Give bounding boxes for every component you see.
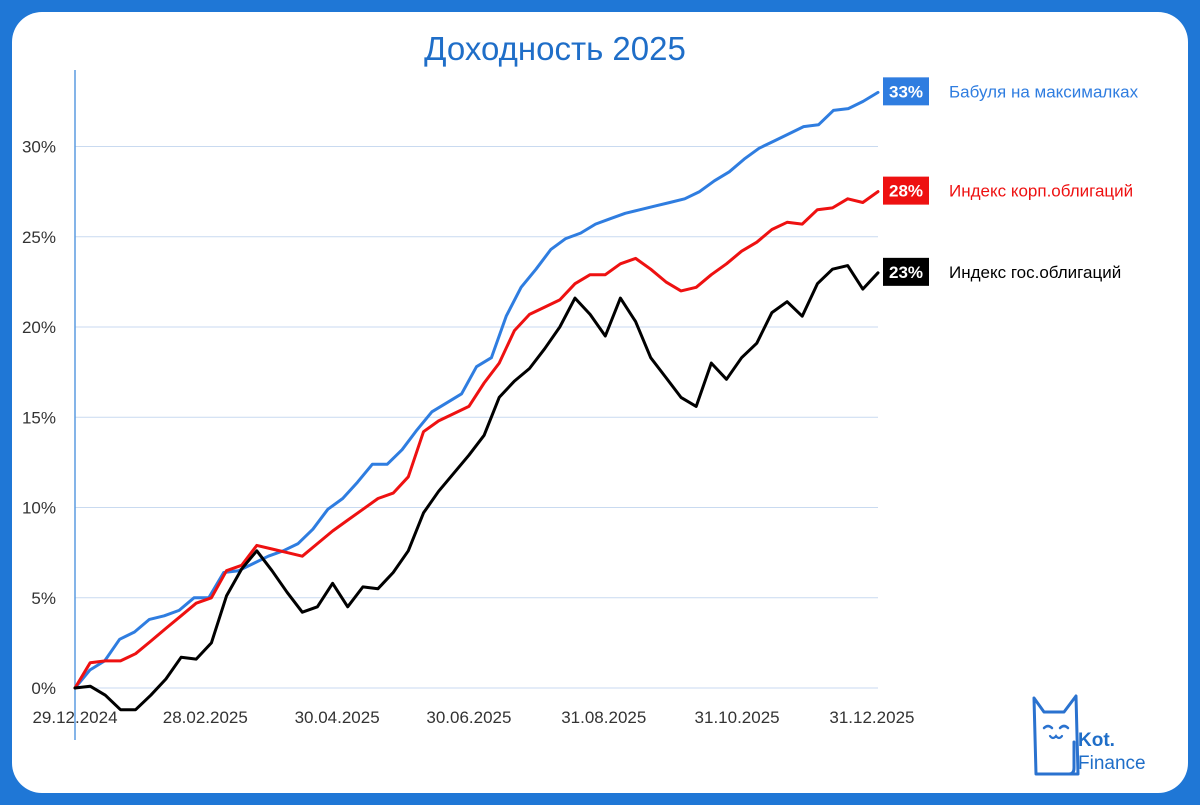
legend-label: Бабуля на максималках xyxy=(949,82,1139,101)
legend-badge xyxy=(883,257,929,286)
legend-badge-value: 28% xyxy=(889,182,923,201)
legend: 33% Бабуля на максималках 28% Индекс корп.о… xyxy=(883,77,1139,286)
chart-title: Доходность 2025 xyxy=(424,30,686,67)
x-axis-ticks: 29.12.2024 28.02.2025 30.04.2025 30.06.2025… xyxy=(32,708,914,727)
series-line xyxy=(73,190,880,690)
x-tick-label: 31.10.2025 xyxy=(695,708,780,727)
x-tick-label: 30.06.2025 xyxy=(426,708,511,727)
series-line xyxy=(73,264,880,712)
logo-subtitle: Finance xyxy=(1078,753,1146,774)
chart-card: Доходность 2025 0% 5% 10% 15% 20% 25% 30% 29.1… xyxy=(12,12,1188,793)
y-tick-label: 0% xyxy=(31,679,56,698)
cat-icon xyxy=(1032,694,1080,776)
legend-badge-value: 33% xyxy=(889,82,923,101)
y-axis-ticks: 0% 5% 10% 15% 20% 25% 30% xyxy=(22,138,56,699)
y-tick-label: 25% xyxy=(22,228,56,247)
legend-label: Индекс корп.облигаций xyxy=(949,182,1133,201)
x-tick-label: 30.04.2025 xyxy=(295,708,380,727)
legend-label: Индекс гос.облигаций xyxy=(949,263,1121,282)
y-tick-label: 20% xyxy=(22,318,56,337)
grid-lines xyxy=(74,70,878,740)
x-tick-label: 31.08.2025 xyxy=(561,708,646,727)
legend-badge xyxy=(883,176,929,205)
x-tick-label: 28.02.2025 xyxy=(163,708,248,727)
series-lines xyxy=(73,90,880,712)
series-line xyxy=(73,90,880,690)
legend-badge xyxy=(883,77,929,106)
line-chart: Доходность 2025 0% 5% 10% 15% 20% 25% 30% 29.1… xyxy=(22,30,1139,740)
legend-badge-value: 23% xyxy=(889,263,923,282)
logo-title: Kot. xyxy=(1078,730,1115,751)
x-tick-label: 31.12.2025 xyxy=(829,708,914,727)
y-tick-label: 10% xyxy=(22,499,56,518)
y-tick-label: 15% xyxy=(22,408,56,427)
x-tick-label: 29.12.2024 xyxy=(32,708,117,727)
y-tick-label: 30% xyxy=(22,138,56,157)
y-tick-label: 5% xyxy=(31,589,56,608)
